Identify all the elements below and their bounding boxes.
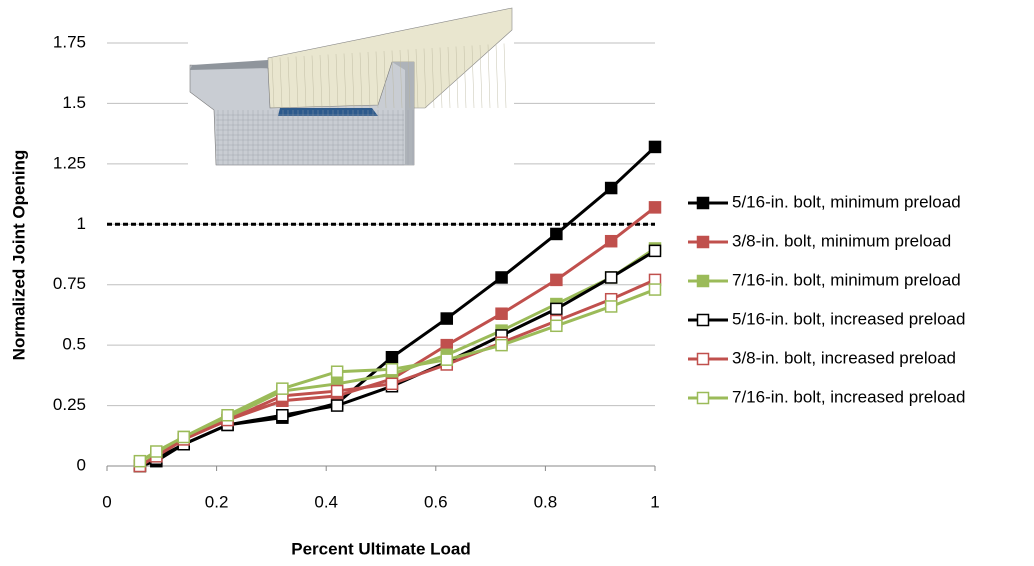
marker — [441, 354, 452, 365]
marker — [386, 364, 397, 375]
marker — [386, 352, 397, 363]
marker — [496, 272, 507, 283]
inset-image — [188, 8, 514, 186]
marker — [441, 313, 452, 324]
marker — [698, 354, 709, 365]
marker — [606, 236, 617, 247]
legend-label: 5/16-in. bolt, minimum preload — [732, 192, 961, 211]
marker — [698, 276, 709, 287]
x-tick-label: 0.8 — [534, 492, 558, 511]
marker — [178, 431, 189, 442]
legend-entry: 3/8-in. bolt, increased preload — [688, 348, 956, 367]
y-tick-label: 0.75 — [53, 274, 86, 293]
y-tick-label: 1.5 — [62, 93, 86, 112]
marker — [277, 410, 288, 421]
legend-entry: 7/16-in. bolt, increased preload — [688, 387, 965, 406]
y-tick-label: 0 — [77, 455, 86, 474]
marker — [496, 308, 507, 319]
legend: 5/16-in. bolt, minimum preload 3/8-in. bo… — [688, 192, 965, 406]
marker — [332, 366, 343, 377]
marker — [332, 386, 343, 397]
legend-label: 5/16-in. bolt, increased preload — [732, 309, 965, 328]
marker — [650, 284, 661, 295]
x-tick-label: 0.6 — [424, 492, 448, 511]
y-axis-label: Normalized Joint Opening — [9, 150, 28, 361]
legend-entry: 3/8-in. bolt, minimum preload — [688, 231, 951, 250]
marker — [277, 383, 288, 394]
y-tick-label: 1.25 — [53, 153, 86, 172]
marker — [551, 320, 562, 331]
legend-entry: 5/16-in. bolt, increased preload — [688, 309, 965, 328]
marker — [551, 303, 562, 314]
marker — [698, 315, 709, 326]
series-line — [140, 207, 655, 466]
marker — [151, 446, 162, 457]
legend-label: 3/8-in. bolt, increased preload — [732, 348, 956, 367]
x-tick-label: 0 — [102, 492, 111, 511]
legend-entry: 5/16-in. bolt, minimum preload — [688, 192, 961, 211]
marker — [551, 274, 562, 285]
marker — [134, 456, 145, 467]
marker — [650, 141, 661, 152]
marker — [496, 340, 507, 351]
marker — [650, 245, 661, 256]
y-tick-label: 1.75 — [53, 32, 86, 51]
legend-label: 7/16-in. bolt, minimum preload — [732, 270, 961, 289]
legend-label: 3/8-in. bolt, minimum preload — [732, 231, 951, 250]
marker — [332, 400, 343, 411]
series-line — [140, 147, 655, 466]
y-tick-label: 0.25 — [53, 395, 86, 414]
marker — [606, 183, 617, 194]
x-tick-label: 0.2 — [205, 492, 229, 511]
marker — [551, 228, 562, 239]
marker — [698, 237, 709, 248]
marker — [698, 198, 709, 209]
marker — [650, 202, 661, 213]
y-tick-label: 1 — [77, 214, 86, 233]
marker — [698, 393, 709, 404]
x-tick-label: 1 — [650, 492, 659, 511]
chart: Normalized Joint Opening Percent Ultimat… — [0, 0, 1034, 561]
legend-entry: 7/16-in. bolt, minimum preload — [688, 270, 961, 289]
marker — [606, 272, 617, 283]
marker — [606, 301, 617, 312]
marker — [222, 410, 233, 421]
marker — [386, 378, 397, 389]
x-axis-label: Percent Ultimate Load — [291, 539, 471, 558]
y-tick-label: 0.5 — [62, 335, 86, 354]
legend-label: 7/16-in. bolt, increased preload — [732, 387, 965, 406]
x-tick-label: 0.4 — [314, 492, 338, 511]
plot-area — [107, 141, 661, 471]
